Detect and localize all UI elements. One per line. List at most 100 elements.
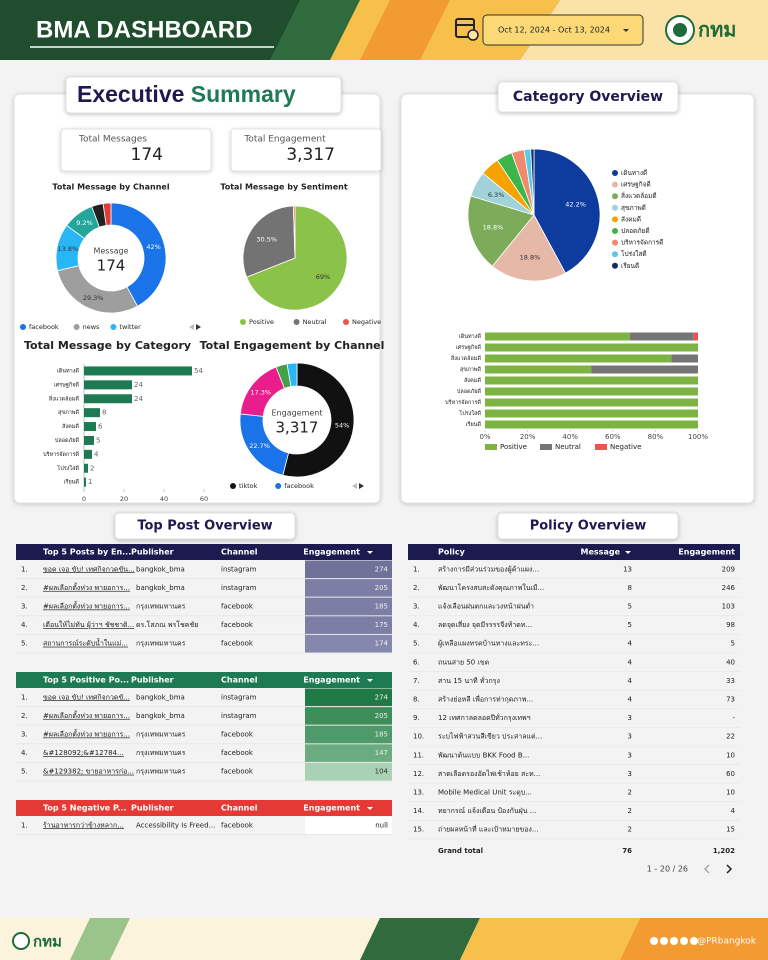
legend-swatch <box>293 319 300 325</box>
sort-icon[interactable] <box>625 551 631 554</box>
table-cell: 174 <box>375 640 389 648</box>
table-cell: ระบไฟฟ้าสวนสีเขียว ประสาลแต่... <box>438 732 542 741</box>
table-cell: 7. <box>413 677 420 685</box>
table-cell: กรุงเทพมหานคร <box>136 603 186 611</box>
data-label: 2 <box>90 464 94 472</box>
data-label: 8 <box>102 409 106 417</box>
bar-segment <box>591 365 698 374</box>
y-tick-label: โปร่งใสดี <box>57 464 79 472</box>
table-cell: 60 <box>726 770 735 778</box>
footer-emblem <box>12 932 30 950</box>
legend-label: tiktok <box>239 482 258 490</box>
table-cell: Accessibility Is Freed... <box>136 821 215 829</box>
legend-label: สังคมดี <box>621 215 641 223</box>
legend-label: twitter <box>119 323 141 331</box>
legend-next[interactable] <box>359 483 364 489</box>
legend-swatch <box>612 193 618 200</box>
center-value: 3,317 <box>276 419 319 437</box>
data-label: 6 <box>98 423 103 431</box>
sort-icon[interactable] <box>367 807 373 810</box>
table-cell: พัฒนาโครงสบสะดังคุณภาพในเมื... <box>438 583 544 592</box>
table-cell: 2 <box>628 789 632 797</box>
table-cell: null <box>375 821 388 829</box>
table-cell: 3 <box>628 733 632 741</box>
slice <box>533 148 601 274</box>
legend-swatch <box>612 170 618 176</box>
calendar-icon <box>455 18 479 41</box>
column-header: Engagement <box>303 676 360 685</box>
header-logo: กทม <box>698 18 736 42</box>
y-tick-label: เรียนดี <box>64 479 80 486</box>
table-cell: ดร.โสภณ พรโชคชัย <box>136 620 198 629</box>
engagement-cell <box>305 688 392 707</box>
table-cell: 274 <box>375 693 389 701</box>
table-header <box>16 672 392 688</box>
legend-swatch <box>612 216 618 223</box>
sort-icon[interactable] <box>367 551 373 554</box>
legend-label: สุขภาพดี <box>621 204 646 212</box>
y-tick-label: เรียนดี <box>466 421 482 428</box>
legend-prev[interactable] <box>352 483 357 489</box>
slice <box>246 205 348 311</box>
date-range: Oct 12, 2024 - Oct 13, 2024 <box>498 26 610 35</box>
table-cell: 246 <box>722 584 736 592</box>
legend-label: facebook <box>284 482 314 490</box>
bar <box>84 408 100 418</box>
legend-prev[interactable] <box>189 324 194 330</box>
section-heading: Policy Overview <box>530 519 647 534</box>
page-next[interactable] <box>726 864 733 874</box>
table-cell: 5 <box>731 640 735 648</box>
y-tick-label: สิ่งแวดล้อมดี <box>48 394 79 402</box>
table-cell: 209 <box>722 565 735 573</box>
y-tick-label: เดินทางดี <box>459 333 482 340</box>
slice <box>292 205 296 259</box>
table-cell: สาน 15 นาที ทั่วกรุง <box>438 676 500 685</box>
legend-swatch <box>20 324 26 330</box>
column-header: Message <box>581 548 621 557</box>
table-cell: instagram <box>221 584 257 592</box>
data-label: 30.5% <box>256 235 277 243</box>
data-label: 24 <box>134 395 143 403</box>
engagement-cell <box>305 560 392 579</box>
table-cell: 13. <box>413 789 424 797</box>
y-tick-label: สังคมดี <box>62 423 79 430</box>
column-header: Publisher <box>131 676 174 685</box>
table-cell: facebook <box>221 749 254 757</box>
chart-title: Total Message by Sentiment <box>220 183 348 192</box>
legend-swatch <box>612 239 618 246</box>
data-label: 9.2% <box>76 219 93 227</box>
y-tick-label: สิ่งแวดล้อมดี <box>450 354 481 362</box>
slice <box>467 195 535 267</box>
table-cell: 10 <box>726 789 735 797</box>
sort-icon[interactable] <box>367 679 373 682</box>
table-cell: #ผลเลือกตั้งห่วง พายอการ... <box>43 600 130 611</box>
footer-logo: กทม <box>33 933 62 951</box>
table-cell: instagram <box>221 712 257 720</box>
data-label: 24 <box>134 381 143 389</box>
table-cell: สถานการณ์ระดับน้ำในแม่... <box>43 637 128 648</box>
bar <box>84 366 192 376</box>
table-cell: กรุงเทพมหานคร <box>136 640 186 648</box>
engagement-cell <box>305 634 392 653</box>
bar-segment <box>485 398 698 407</box>
page-prev[interactable] <box>703 864 710 874</box>
table-cell: facebook <box>221 640 254 648</box>
total-cell: 76 <box>622 847 632 855</box>
table-cell: 4 <box>731 807 736 815</box>
date-picker[interactable] <box>482 14 644 46</box>
table-header <box>16 544 392 560</box>
table-cell: - <box>732 714 735 722</box>
legend-next[interactable] <box>196 324 201 330</box>
table-cell: ขอด เจอ ขับ! เทศกิจกวดขั... <box>43 693 130 701</box>
column-header: Top 5 Positive Po... <box>43 676 129 685</box>
bar-segment <box>485 332 630 341</box>
table-cell: ลดจุดเสี่ยง จุดมีรรรรจีงท้าดท... <box>438 620 532 629</box>
x-tick-label: 80% <box>648 433 664 441</box>
table-cell: ขอด เจอ ขับ! เทศกิจกวดขัน... <box>43 565 135 573</box>
heading-pill <box>65 76 342 114</box>
section-heading: Category Overview <box>513 89 663 105</box>
slice <box>102 202 112 226</box>
table-cell: facebook <box>221 621 254 629</box>
legend-swatch <box>485 444 497 450</box>
